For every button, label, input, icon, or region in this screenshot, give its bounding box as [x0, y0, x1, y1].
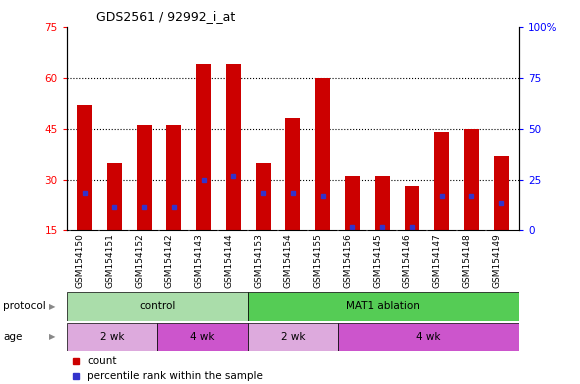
Bar — [77, 105, 92, 230]
Bar — [226, 64, 241, 230]
Text: GSM154150: GSM154150 — [75, 233, 85, 288]
Bar — [256, 162, 271, 230]
Bar — [166, 125, 182, 230]
Text: GSM154153: GSM154153 — [254, 233, 263, 288]
Text: GSM154142: GSM154142 — [165, 233, 174, 288]
Text: GSM154148: GSM154148 — [462, 233, 472, 288]
Text: GSM154152: GSM154152 — [135, 233, 144, 288]
Bar — [345, 176, 360, 230]
Text: GSM154144: GSM154144 — [224, 233, 233, 288]
Text: GSM154143: GSM154143 — [195, 233, 204, 288]
Text: ▶: ▶ — [49, 302, 56, 311]
Bar — [434, 132, 449, 230]
Bar — [404, 186, 419, 230]
Text: protocol: protocol — [3, 301, 46, 311]
Bar — [494, 156, 509, 230]
Text: ▶: ▶ — [49, 333, 56, 341]
Text: GSM154154: GSM154154 — [284, 233, 293, 288]
Text: 4 wk: 4 wk — [416, 332, 441, 342]
Text: age: age — [3, 332, 22, 342]
Bar — [157, 323, 248, 351]
Text: GSM154155: GSM154155 — [314, 233, 322, 288]
Bar — [464, 129, 479, 230]
Bar — [137, 125, 151, 230]
Text: control: control — [139, 301, 175, 311]
Text: GSM154156: GSM154156 — [343, 233, 353, 288]
Bar — [67, 323, 157, 351]
Text: count: count — [87, 356, 117, 366]
Bar — [375, 176, 390, 230]
Text: GSM154149: GSM154149 — [492, 233, 501, 288]
Bar — [285, 118, 300, 230]
Text: GSM154151: GSM154151 — [106, 233, 114, 288]
Text: 4 wk: 4 wk — [190, 332, 215, 342]
Text: GSM154146: GSM154146 — [403, 233, 412, 288]
Bar — [248, 292, 519, 321]
Bar — [196, 64, 211, 230]
Bar — [315, 78, 330, 230]
Text: percentile rank within the sample: percentile rank within the sample — [87, 371, 263, 381]
Text: GDS2561 / 92992_i_at: GDS2561 / 92992_i_at — [96, 10, 235, 23]
Bar — [67, 292, 248, 321]
Text: MAT1 ablation: MAT1 ablation — [346, 301, 420, 311]
Bar — [107, 162, 122, 230]
Bar — [248, 323, 338, 351]
Text: 2 wk: 2 wk — [281, 332, 305, 342]
Bar — [338, 323, 519, 351]
Text: GSM154147: GSM154147 — [433, 233, 442, 288]
Text: 2 wk: 2 wk — [100, 332, 124, 342]
Text: GSM154145: GSM154145 — [373, 233, 382, 288]
